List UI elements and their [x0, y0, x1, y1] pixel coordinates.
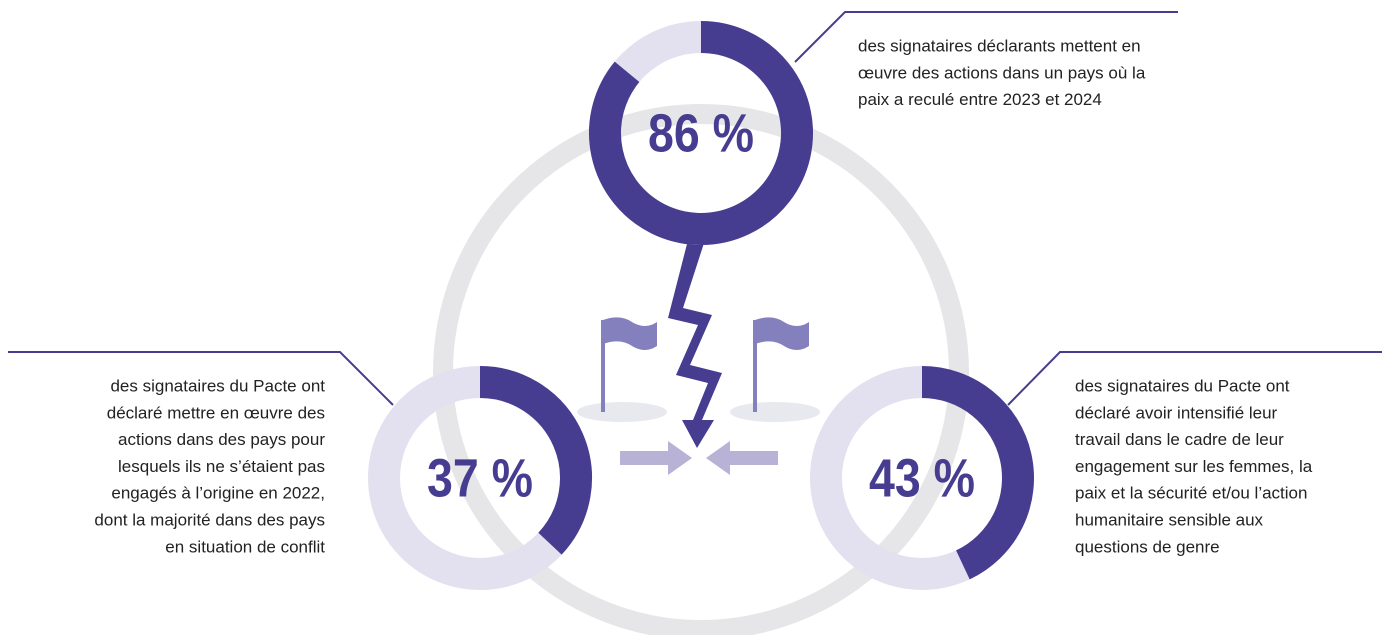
donut-arc — [589, 21, 813, 245]
value-label: 37 % — [427, 448, 533, 508]
description-line: paix a reculé entre 2023 et 2024 — [858, 90, 1102, 109]
flag-pole — [601, 320, 605, 412]
description-line: des signataires du Pacte ont — [1075, 376, 1290, 395]
description-line: déclaré mettre en œuvre des — [107, 403, 325, 422]
description-line: actions dans des pays pour — [118, 430, 325, 449]
flag — [603, 317, 657, 350]
description-line: en situation de conflit — [165, 537, 325, 556]
flag-shadow — [730, 402, 820, 422]
description-line: humanitaire sensible aux — [1075, 510, 1264, 529]
donut-arc — [479, 366, 592, 555]
description-line: travail dans le cadre de leur — [1075, 430, 1284, 449]
description-line: engagement sur les femmes, la — [1075, 457, 1313, 476]
flag — [755, 317, 809, 350]
lightning — [668, 240, 722, 448]
flag-pole — [753, 320, 757, 412]
description-line: œuvre des actions dans un pays où la — [858, 63, 1146, 82]
description-line: des signataires déclarants mettent en — [858, 36, 1141, 55]
value-label: 86 % — [648, 103, 754, 163]
description-line: déclaré avoir intensifié leur — [1075, 403, 1278, 422]
leader-line — [1007, 351, 1382, 406]
leader-line — [794, 11, 1178, 63]
description-line: paix et la sécurité et/ou l’action — [1075, 484, 1307, 503]
donut-arc — [921, 366, 1034, 580]
description-line: dont la majorité dans des pays — [94, 510, 325, 529]
leader-line — [8, 351, 394, 406]
description-line: lesquels ils ne s’étaient pas — [118, 457, 325, 476]
connector-ring — [433, 104, 969, 635]
description-line: des signataires du Pacte ont — [110, 376, 325, 395]
description-line: questions de genre — [1075, 537, 1220, 556]
arrow — [706, 441, 778, 475]
value-label: 43 % — [869, 448, 975, 508]
flag-shadow — [577, 402, 667, 422]
description-line: engagés à l’origine en 2022, — [111, 484, 325, 503]
arrow — [620, 441, 692, 475]
center-icon — [577, 240, 820, 475]
